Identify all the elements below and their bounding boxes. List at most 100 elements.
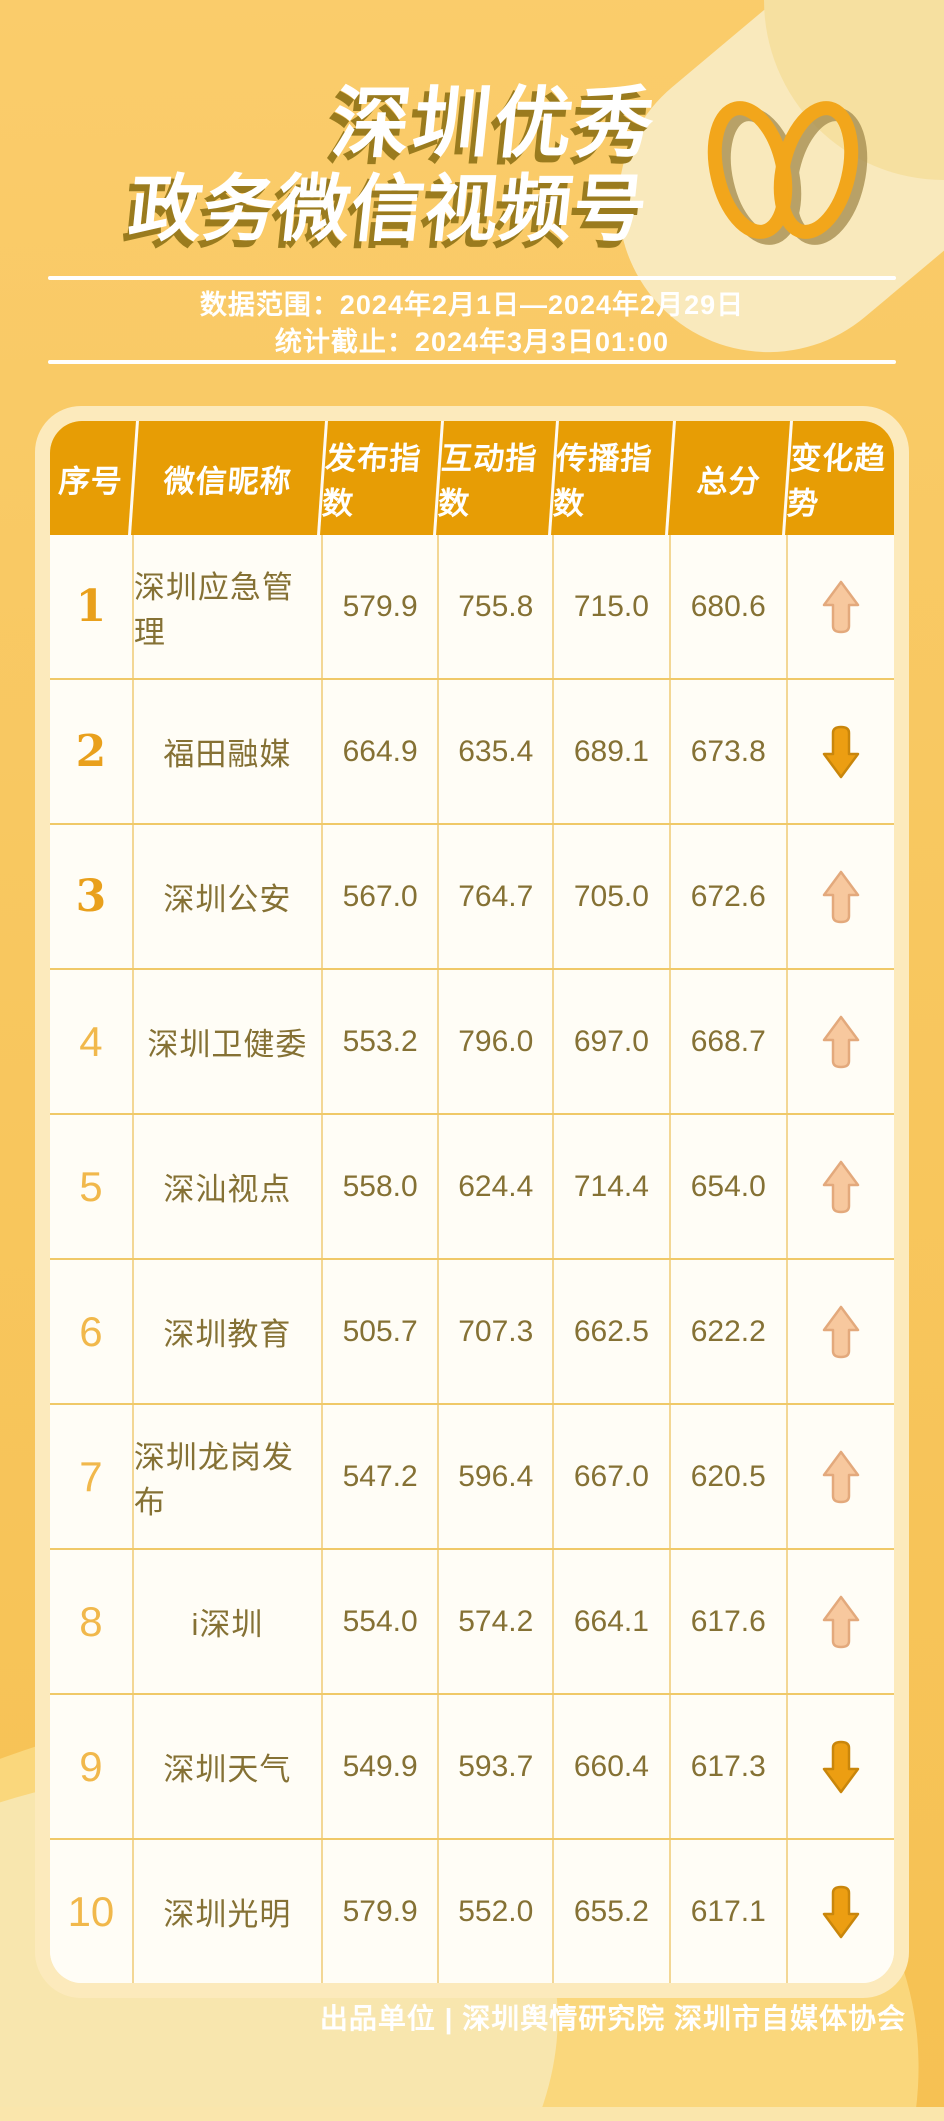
data-range-text: 数据范围：2024年2月1日—2024年2月29日 bbox=[199, 290, 745, 320]
nickname-cell: 深圳龙岗发布 bbox=[131, 1405, 321, 1548]
trend-cell bbox=[785, 1260, 894, 1403]
interact-index-cell: 755.8 bbox=[437, 535, 552, 678]
trend-up-icon bbox=[822, 870, 860, 923]
title-line-1: 深圳优秀 bbox=[327, 79, 662, 167]
nickname-cell: 深圳公安 bbox=[131, 825, 321, 968]
header-spread-index: 传播指数 bbox=[548, 421, 673, 535]
interact-index-cell: 707.3 bbox=[437, 1260, 552, 1403]
interact-index-cell: 596.4 bbox=[437, 1405, 552, 1548]
ranking-card: 序号 微信昵称 发布指数 互动指数 传播指数 总分 变化趋势 1 深圳应急管理 57… bbox=[35, 406, 909, 1998]
total-score-cell: 673.8 bbox=[668, 680, 786, 823]
trend-up-icon bbox=[822, 1015, 860, 1068]
header-nickname: 微信昵称 bbox=[127, 421, 325, 535]
nickname-cell: i深圳 bbox=[131, 1550, 321, 1693]
spread-index-cell: 697.0 bbox=[552, 970, 668, 1113]
trend-up-icon bbox=[822, 1160, 860, 1213]
table-row: 2 福田融媒 664.9 635.4 689.1 673.8 bbox=[50, 678, 894, 823]
interact-index-cell: 624.4 bbox=[437, 1115, 552, 1258]
trend-up-icon bbox=[822, 580, 860, 633]
rank-cell: 6 bbox=[79, 1307, 103, 1355]
interact-index-cell: 764.7 bbox=[437, 825, 552, 968]
rank-cell: 8 bbox=[79, 1597, 103, 1645]
rank-cell: 3 bbox=[75, 871, 107, 922]
spread-index-cell: 664.1 bbox=[552, 1550, 668, 1693]
header-total-score: 总分 bbox=[664, 421, 790, 535]
trend-cell bbox=[785, 1695, 894, 1838]
publish-index-cell: 554.0 bbox=[320, 1550, 437, 1693]
interact-index-cell: 574.2 bbox=[437, 1550, 552, 1693]
rank-cell: 4 bbox=[79, 1017, 103, 1065]
total-score-cell: 617.1 bbox=[668, 1840, 786, 1983]
spread-index-cell: 667.0 bbox=[552, 1405, 668, 1548]
nickname-cell: 深圳卫健委 bbox=[131, 970, 321, 1113]
publish-index-cell: 553.2 bbox=[320, 970, 437, 1113]
ranking-table: 序号 微信昵称 发布指数 互动指数 传播指数 总分 变化趋势 1 深圳应急管理 57… bbox=[50, 421, 894, 1983]
table-row: 1 深圳应急管理 579.9 755.8 715.0 680.6 bbox=[50, 535, 894, 678]
table-row: 3 深圳公安 567.0 764.7 705.0 672.6 bbox=[50, 823, 894, 968]
trend-up-icon bbox=[822, 1450, 860, 1503]
trend-cell bbox=[785, 1550, 894, 1693]
trend-cell bbox=[785, 680, 894, 823]
header-interact-index: 互动指数 bbox=[433, 421, 557, 535]
total-score-cell: 654.0 bbox=[668, 1115, 786, 1258]
total-score-cell: 622.2 bbox=[668, 1260, 786, 1403]
divider-bottom bbox=[48, 360, 896, 364]
interact-index-cell: 552.0 bbox=[437, 1840, 552, 1983]
trend-cell bbox=[785, 1115, 894, 1258]
publish-index-cell: 549.9 bbox=[320, 1695, 437, 1838]
table-header-row: 序号 微信昵称 发布指数 互动指数 传播指数 总分 变化趋势 bbox=[50, 421, 894, 535]
trend-cell bbox=[785, 1840, 894, 1983]
interact-index-cell: 635.4 bbox=[437, 680, 552, 823]
table-row: 6 深圳教育 505.7 707.3 662.5 622.2 bbox=[50, 1258, 894, 1403]
spread-index-cell: 660.4 bbox=[552, 1695, 668, 1838]
table-row: 10 深圳光明 579.9 552.0 655.2 617.1 bbox=[50, 1838, 894, 1983]
total-score-cell: 668.7 bbox=[668, 970, 786, 1113]
trend-cell bbox=[785, 825, 894, 968]
page-title: 深圳优秀 政务微信视频号 bbox=[51, 78, 661, 253]
table-row: 8 i深圳 554.0 574.2 664.1 617.6 bbox=[50, 1548, 894, 1693]
total-score-cell: 617.3 bbox=[668, 1695, 786, 1838]
publish-index-cell: 579.9 bbox=[320, 1840, 437, 1983]
meta-block: 数据范围：2024年2月1日—2024年2月29日 统计截止：2024年3月3日… bbox=[60, 287, 884, 361]
publish-index-cell: 664.9 bbox=[320, 680, 437, 823]
publish-index-cell: 505.7 bbox=[320, 1260, 437, 1403]
interact-index-cell: 593.7 bbox=[437, 1695, 552, 1838]
trend-down-icon bbox=[822, 1740, 860, 1793]
total-score-cell: 680.6 bbox=[668, 535, 786, 678]
table-row: 7 深圳龙岗发布 547.2 596.4 667.0 620.5 bbox=[50, 1403, 894, 1548]
rank-cell: 7 bbox=[79, 1452, 103, 1500]
table-row: 5 深汕视点 558.0 624.4 714.4 654.0 bbox=[50, 1113, 894, 1258]
trend-cell bbox=[785, 535, 894, 678]
producer-credit: 出品单位 | 深圳舆情研究院 深圳市自媒体协会 bbox=[319, 2003, 906, 2034]
rank-cell: 2 bbox=[75, 726, 107, 777]
table-row: 4 深圳卫健委 553.2 796.0 697.0 668.7 bbox=[50, 968, 894, 1113]
divider-top bbox=[48, 276, 896, 280]
nickname-cell: 深汕视点 bbox=[131, 1115, 321, 1258]
spread-index-cell: 715.0 bbox=[552, 535, 668, 678]
table-row: 9 深圳天气 549.9 593.7 660.4 617.3 bbox=[50, 1693, 894, 1838]
publish-index-cell: 547.2 bbox=[320, 1405, 437, 1548]
trend-cell bbox=[785, 1405, 894, 1548]
nickname-cell: 深圳教育 bbox=[131, 1260, 321, 1403]
wechat-channels-logo-icon bbox=[707, 101, 868, 245]
rank-cell: 5 bbox=[79, 1162, 103, 1210]
publish-index-cell: 558.0 bbox=[320, 1115, 437, 1258]
trend-up-icon bbox=[822, 1595, 860, 1648]
bottom-edge-strip bbox=[0, 2107, 944, 2121]
nickname-cell: 深圳应急管理 bbox=[131, 535, 321, 678]
rank-cell: 9 bbox=[79, 1742, 103, 1790]
spread-index-cell: 689.1 bbox=[552, 680, 668, 823]
trend-cell bbox=[785, 970, 894, 1113]
total-score-cell: 617.6 bbox=[668, 1550, 786, 1693]
spread-index-cell: 655.2 bbox=[552, 1840, 668, 1983]
trend-up-icon bbox=[822, 1305, 860, 1358]
publish-index-cell: 579.9 bbox=[320, 535, 437, 678]
total-score-cell: 672.6 bbox=[668, 825, 786, 968]
publish-index-cell: 567.0 bbox=[320, 825, 437, 968]
header-publish-index: 发布指数 bbox=[316, 421, 442, 535]
nickname-cell: 福田融媒 bbox=[131, 680, 321, 823]
nickname-cell: 深圳光明 bbox=[131, 1840, 321, 1983]
trend-down-icon bbox=[822, 1885, 860, 1938]
header-trend: 变化趋势 bbox=[781, 421, 894, 535]
